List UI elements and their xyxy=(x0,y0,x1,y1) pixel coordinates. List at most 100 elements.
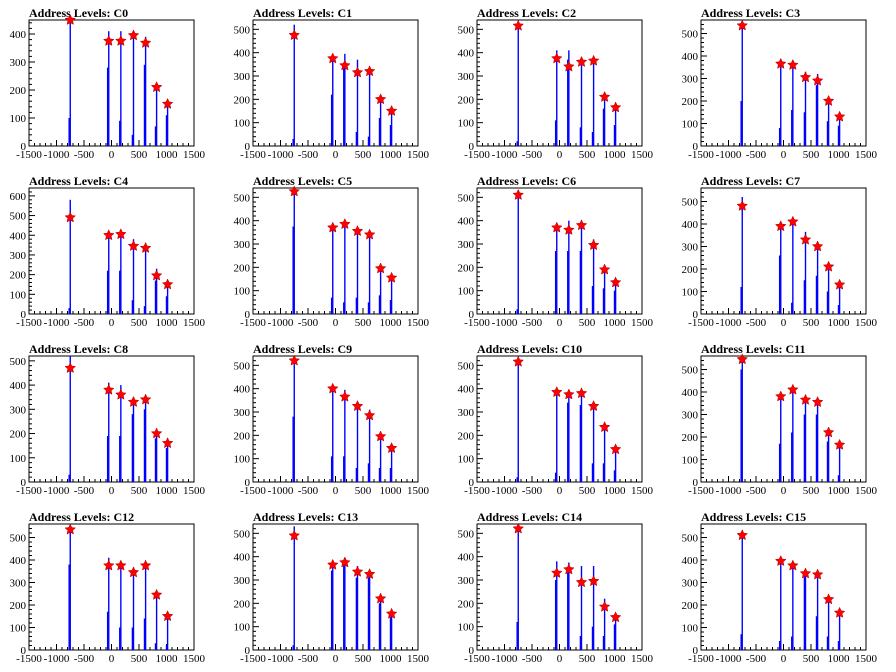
x-tick-label: -1000 xyxy=(716,485,742,497)
chart-title: Address Levels: C12 xyxy=(29,510,134,524)
y-tick-label: 200 xyxy=(234,430,251,442)
peak-marker xyxy=(161,610,174,622)
peak-marker xyxy=(150,269,163,281)
peak-marker xyxy=(127,566,140,578)
plot-frame xyxy=(28,187,195,315)
x-tick-label: 1500 xyxy=(407,149,430,161)
x-tick-label: -1000 xyxy=(492,317,518,329)
chart-panel-15: Address Levels: C15 0 100 200 300 400 500 -1500… xyxy=(682,510,878,665)
y-tick-label: 500 xyxy=(10,356,27,368)
peak-marker xyxy=(736,19,749,31)
peak-marker xyxy=(563,388,575,400)
x-tick-label: 1500 xyxy=(855,485,878,497)
x-tick-label: 1000 xyxy=(156,149,179,161)
x-tick-label: -500 xyxy=(522,653,543,665)
peak-marker xyxy=(150,588,163,600)
x-tick-label: 1000 xyxy=(828,317,851,329)
y-tick-label: 100 xyxy=(234,118,251,130)
y-tick-label: 500 xyxy=(458,528,475,540)
peak-marker xyxy=(339,390,351,402)
peak-marker xyxy=(822,94,835,106)
x-tick-label: -1500 xyxy=(16,485,42,497)
peak-marker xyxy=(102,34,115,46)
y-tick-label: 400 xyxy=(10,230,27,242)
peak-marker xyxy=(351,66,364,78)
y-tick-label: 200 xyxy=(10,270,27,282)
peak-marker xyxy=(587,54,600,66)
peak-marker xyxy=(822,593,835,605)
x-tick-label: 0 xyxy=(109,653,115,665)
peak-marker xyxy=(102,559,115,571)
peak-marker xyxy=(115,34,127,46)
x-tick-label: 0 xyxy=(781,149,787,161)
peak-marker xyxy=(374,592,387,604)
peak-marker xyxy=(811,240,824,252)
y-tick-label: 0 xyxy=(469,477,475,489)
x-tick-label: -1500 xyxy=(688,149,714,161)
chart-panel-4: Address Levels: C4 0 100 200 300 400 500 600 -15… xyxy=(10,174,206,329)
chart-panel-2: Address Levels: C20100200300400500-1500-… xyxy=(458,6,654,161)
peak-marker xyxy=(326,221,339,233)
y-tick-label: 100 xyxy=(458,454,475,466)
peak-marker xyxy=(115,228,127,240)
x-tick-label: 500 xyxy=(579,653,596,665)
y-tick-label: 400 xyxy=(682,51,699,63)
x-tick-label: -500 xyxy=(298,149,319,161)
peak-marker xyxy=(385,104,398,116)
x-tick-label: 1500 xyxy=(631,485,654,497)
peak-marker xyxy=(799,393,812,405)
chart-panel-5: Address Levels: C50100200300400500-1500-… xyxy=(234,174,430,329)
x-tick-label: 500 xyxy=(579,149,596,161)
peak-marker xyxy=(512,355,525,367)
peak-marker xyxy=(774,555,787,567)
peak-marker xyxy=(550,221,563,233)
x-tick-label: -1000 xyxy=(492,149,518,161)
y-tick-label: 200 xyxy=(458,94,475,106)
peak-marker xyxy=(326,52,339,64)
y-tick-label: 0 xyxy=(245,309,251,321)
x-tick-label: -500 xyxy=(746,653,767,665)
y-tick-label: 300 xyxy=(682,410,699,422)
plot-frame xyxy=(252,187,419,315)
y-tick-label: 100 xyxy=(682,287,699,299)
y-tick-label: 100 xyxy=(234,454,251,466)
peak-marker xyxy=(563,60,575,72)
peak-marker xyxy=(609,611,622,623)
plot-frame xyxy=(700,523,867,651)
plot-frame xyxy=(28,523,195,651)
y-tick-label: 0 xyxy=(693,477,699,489)
x-tick-label: 0 xyxy=(781,317,787,329)
chart-panel-13: Address Levels: C13 0 100 200 300 400 500 -1500… xyxy=(234,510,430,665)
y-tick-label: 200 xyxy=(458,598,475,610)
peak-marker xyxy=(787,559,799,571)
x-tick-label: -500 xyxy=(522,485,543,497)
y-tick-label: 100 xyxy=(234,286,251,298)
chart-title: Address Levels: C9 xyxy=(253,342,352,356)
y-tick-label: 300 xyxy=(234,407,251,419)
y-tick-label: 0 xyxy=(693,309,699,321)
peak-marker xyxy=(127,395,140,407)
x-tick-label: -1000 xyxy=(44,149,70,161)
peak-marker xyxy=(736,199,749,211)
x-tick-label: 1500 xyxy=(631,317,654,329)
x-tick-label: -1500 xyxy=(16,317,42,329)
peak-marker xyxy=(351,225,364,237)
peak-marker xyxy=(774,57,787,69)
x-tick-label: 1000 xyxy=(828,485,851,497)
x-tick-label: 1500 xyxy=(855,653,878,665)
peak-marker xyxy=(512,522,525,534)
x-tick-label: 1000 xyxy=(156,485,179,497)
y-tick-label: 200 xyxy=(682,96,699,108)
y-tick-label: 400 xyxy=(458,216,475,228)
x-tick-label: 1500 xyxy=(183,149,206,161)
x-tick-label: 1000 xyxy=(156,317,179,329)
y-tick-label: 100 xyxy=(682,119,699,131)
chart-title: Address Levels: C5 xyxy=(253,174,352,188)
y-tick-label: 300 xyxy=(234,71,251,83)
y-tick-label: 100 xyxy=(458,622,475,634)
x-tick-label: -1000 xyxy=(268,149,294,161)
peak-marker xyxy=(512,19,525,31)
y-tick-label: 300 xyxy=(458,407,475,419)
peak-marker xyxy=(339,218,351,230)
peak-marker xyxy=(575,55,588,67)
